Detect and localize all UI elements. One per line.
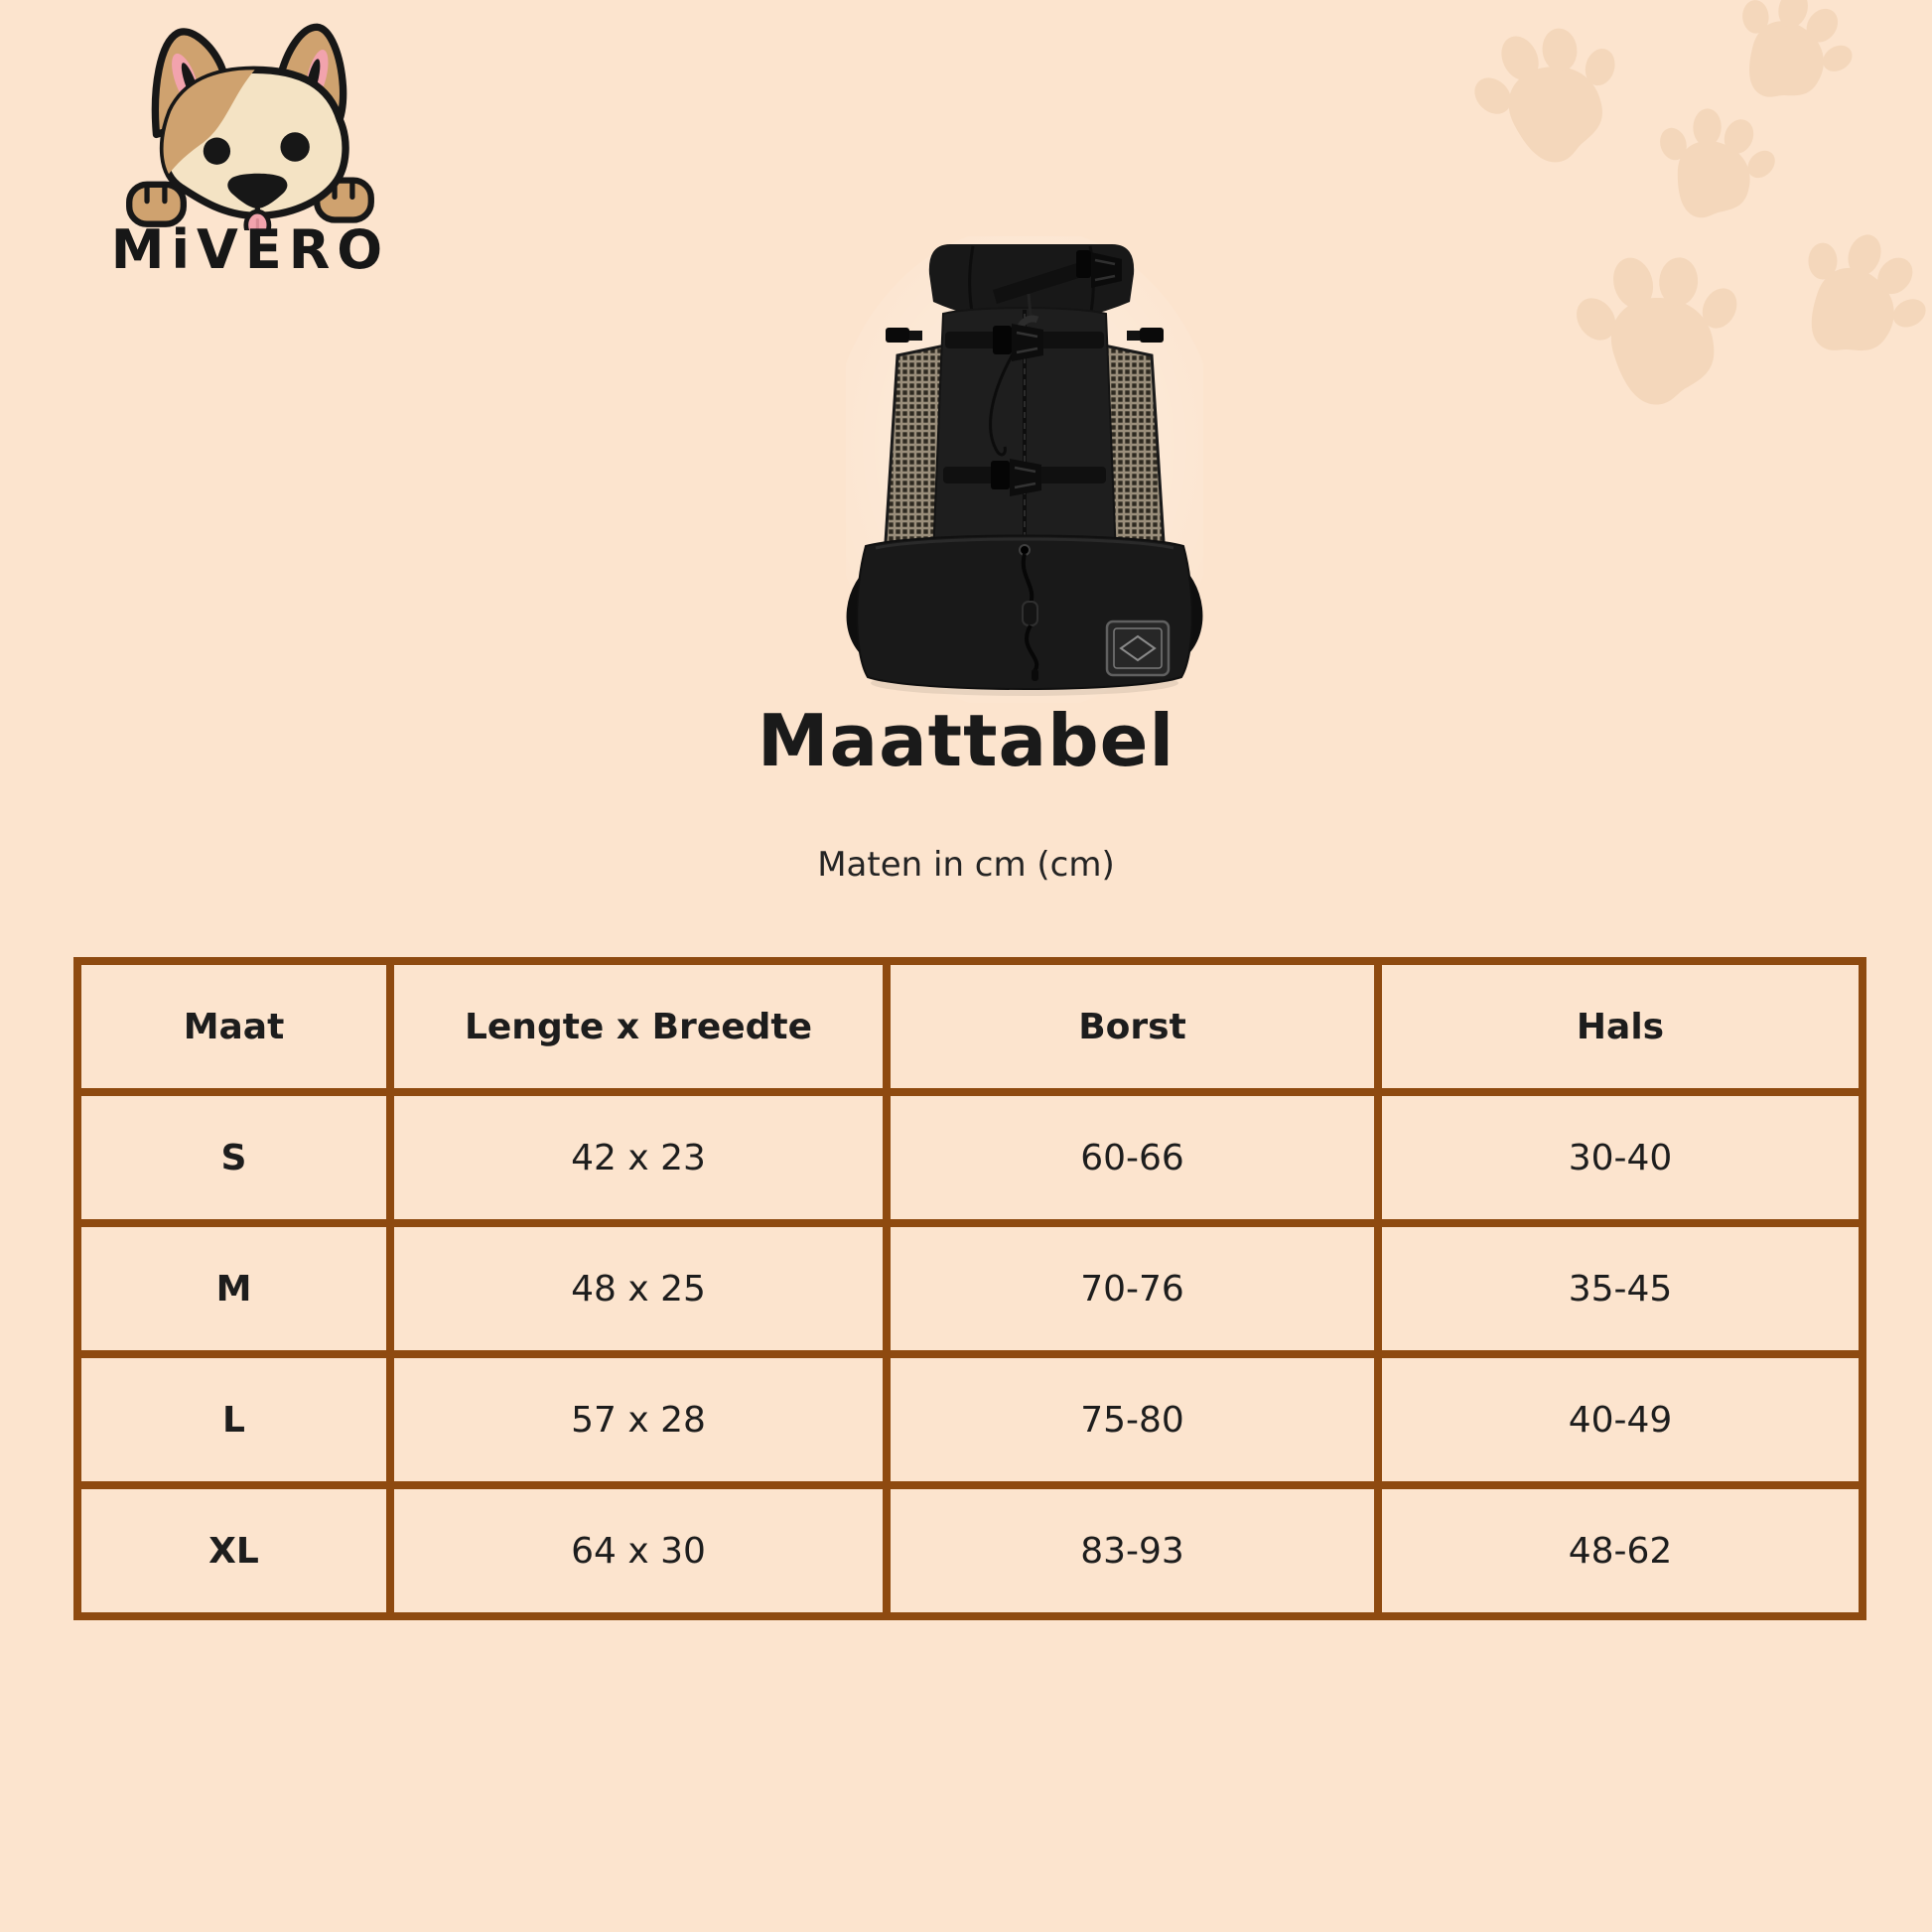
cell-lengte-breedte: 57 x 28: [386, 1350, 891, 1489]
side-buckles: [886, 328, 1164, 343]
cell-hals: 40-49: [1374, 1350, 1866, 1489]
cell-hals: 48-62: [1374, 1481, 1866, 1620]
lower-strap-buckle: [943, 459, 1106, 496]
brand-logo: MiVERO: [77, 22, 423, 281]
cell-borst: 75-80: [883, 1350, 1382, 1489]
cell-borst: 60-66: [883, 1088, 1382, 1227]
brand-name: MiVERO: [110, 218, 390, 281]
label-patch: [1105, 620, 1171, 677]
cell-size: XL: [73, 1481, 394, 1620]
paw-toe-lines: [144, 181, 355, 205]
cell-lengte-breedte: 48 x 25: [386, 1219, 891, 1358]
cell-borst: 70-76: [883, 1219, 1382, 1358]
paw-print-icon: [1642, 98, 1788, 230]
table-row-xl: XL 64 x 30 83-93 48-62: [73, 1481, 1866, 1620]
pouch-rim: [875, 537, 1174, 550]
mesh-panels: [884, 344, 1166, 567]
cell-hals: 35-45: [1374, 1219, 1866, 1358]
paw-prints-decoration: [1453, 0, 1932, 416]
cell-lengte-breedte: 64 x 30: [386, 1481, 891, 1620]
cell-size: L: [73, 1350, 394, 1489]
page-title: Maattabel: [757, 699, 1175, 782]
col-header-borst: Borst: [883, 957, 1382, 1096]
dog-eye: [203, 137, 231, 165]
table-row-l: L 57 x 28 75-80 40-49: [73, 1350, 1866, 1489]
cell-size: S: [73, 1088, 394, 1227]
top-strap-buckle: [993, 250, 1122, 304]
cell-size: M: [73, 1219, 394, 1358]
cell-lengte-breedte: 42 x 23: [386, 1088, 891, 1227]
paw-print-icon: [1453, 4, 1646, 183]
cell-hals: 30-40: [1374, 1088, 1866, 1227]
paw-print-icon: [1710, 0, 1874, 125]
dog-eye: [280, 132, 310, 162]
product-image-dog-backpack: [846, 236, 1203, 703]
paw-print-icon: [1768, 208, 1932, 386]
cell-borst: 83-93: [883, 1481, 1382, 1620]
col-header-hals: Hals: [1374, 957, 1866, 1096]
upper-strap-buckle: [945, 324, 1104, 361]
col-header-lengte-breedte: Lengte x Breedte: [386, 957, 891, 1096]
table-row-s: S 42 x 23 60-66 30-40: [73, 1088, 1866, 1227]
units-subtitle: Maten in cm (cm): [817, 845, 1115, 885]
col-header-maat: Maat: [73, 957, 394, 1096]
header-row: Maat Lengte x Breedte Borst Hals: [73, 957, 1866, 1096]
drawstring: [1019, 544, 1039, 681]
dog-nose: [227, 173, 288, 208]
size-table: Maat Lengte x Breedte Borst Hals S 42 x …: [73, 957, 1866, 1620]
paw-print-icon: [1562, 239, 1757, 416]
dog-mascot-icon: [126, 23, 374, 230]
size-table-header: Maat Lengte x Breedte Borst Hals: [73, 957, 1866, 1096]
table-row-m: M 48 x 25 70-76 35-45: [73, 1219, 1866, 1358]
